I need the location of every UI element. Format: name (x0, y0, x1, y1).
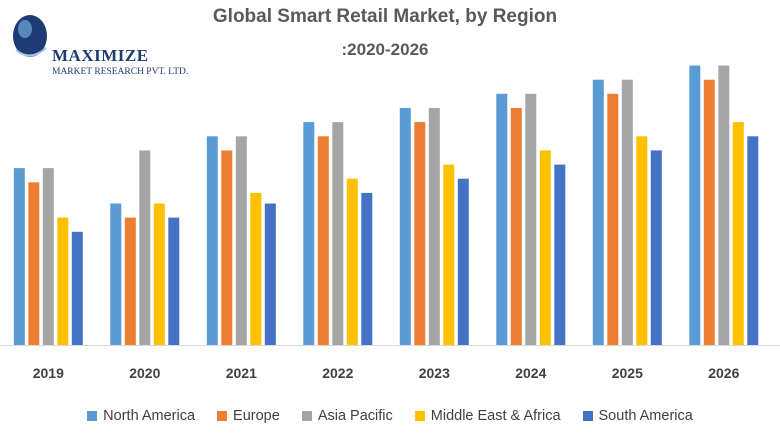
bar-2019-middle-east-africa (57, 217, 69, 345)
chart-legend: North America Europe Asia Pacific Middle Ea… (0, 408, 780, 424)
bar-2022-asia-pacific (332, 122, 344, 345)
bar-2023-middle-east-africa (443, 164, 455, 345)
bar-2020-south-america (168, 217, 180, 345)
bar-2026-south-america (747, 136, 759, 345)
bar-2025-europe (607, 93, 619, 345)
legend-label: Middle East & Africa (430, 408, 561, 424)
x-tick-label: 2024 (515, 365, 546, 381)
globe-icon (13, 15, 47, 57)
bar-2026-europe (703, 79, 715, 345)
bar-2025-middle-east-africa (636, 136, 648, 345)
company-logo: MAXIMIZE MARKET RESEARCH PVT. LTD. (8, 6, 198, 82)
bar-2024-south-america (554, 164, 566, 345)
bar-2023-north-america (399, 108, 411, 345)
x-tick-label: 2023 (419, 365, 450, 381)
bar-2025-south-america (650, 150, 662, 345)
chart-title: Global Smart Retail Market, by Region (212, 6, 558, 27)
bar-2019-south-america (71, 231, 83, 345)
bar-2021-asia-pacific (235, 136, 247, 345)
bar-2023-europe (414, 122, 426, 345)
bar-2019-north-america (13, 168, 25, 345)
bar-2026-asia-pacific (718, 65, 730, 345)
x-tick-label: 2026 (708, 365, 739, 381)
legend-swatch (414, 411, 425, 421)
legend-item: Europe (217, 408, 280, 424)
bar-2024-north-america (496, 93, 508, 345)
chart-subtitle: :2020-2026 (341, 40, 429, 59)
bar-2026-north-america (689, 65, 701, 345)
x-tick-labels: 2019 2020 2021 2022 2023 2024 2025 2026 (33, 365, 740, 381)
bar-2025-north-america (592, 79, 604, 345)
bars-group (13, 65, 759, 345)
logo-tagline: MARKET RESEARCH PVT. LTD. (52, 67, 189, 77)
bar-2020-middle-east-africa (153, 203, 165, 345)
x-tick-label: 2020 (129, 365, 160, 381)
bar-2023-asia-pacific (428, 108, 440, 345)
legend-item: South America (582, 408, 693, 424)
bar-2024-middle-east-africa (539, 150, 551, 345)
bar-2020-europe (124, 217, 136, 345)
logo-name: MAXIMIZE (52, 46, 149, 65)
bar-2020-north-america (110, 203, 122, 345)
bar-2022-north-america (303, 122, 315, 345)
bar-2021-europe (221, 150, 233, 345)
legend-swatch (217, 411, 228, 421)
bar-2023-south-america (457, 178, 469, 345)
x-tick-label: 2025 (612, 365, 643, 381)
bar-2024-europe (510, 108, 522, 345)
bar-2026-middle-east-africa (732, 122, 744, 345)
legend-item: Middle East & Africa (414, 408, 561, 424)
bar-2020-asia-pacific (139, 150, 151, 345)
legend-label: North America (103, 408, 196, 424)
bar-2021-north-america (206, 136, 218, 345)
x-tick-label: 2022 (322, 365, 353, 381)
bar-2024-asia-pacific (525, 93, 537, 345)
legend-label: Asia Pacific (317, 408, 393, 424)
bar-2019-europe (28, 182, 40, 345)
legend-swatch (582, 411, 593, 421)
legend-label: Europe (233, 408, 280, 424)
bar-2022-middle-east-africa (346, 178, 358, 345)
legend-swatch (87, 411, 98, 421)
legend-item: Asia Pacific (301, 408, 393, 424)
legend-item: North America (87, 408, 195, 424)
bar-2021-middle-east-africa (250, 192, 262, 345)
legend-swatch (301, 411, 312, 421)
bar-2019-asia-pacific (42, 168, 54, 345)
bar-2022-south-america (361, 192, 373, 345)
x-tick-label: 2021 (226, 365, 257, 381)
bar-2025-asia-pacific (621, 79, 633, 345)
legend-label: South America (598, 408, 693, 424)
bar-2021-south-america (264, 203, 276, 345)
bar-2022-europe (317, 136, 329, 345)
x-tick-label: 2019 (33, 365, 64, 381)
